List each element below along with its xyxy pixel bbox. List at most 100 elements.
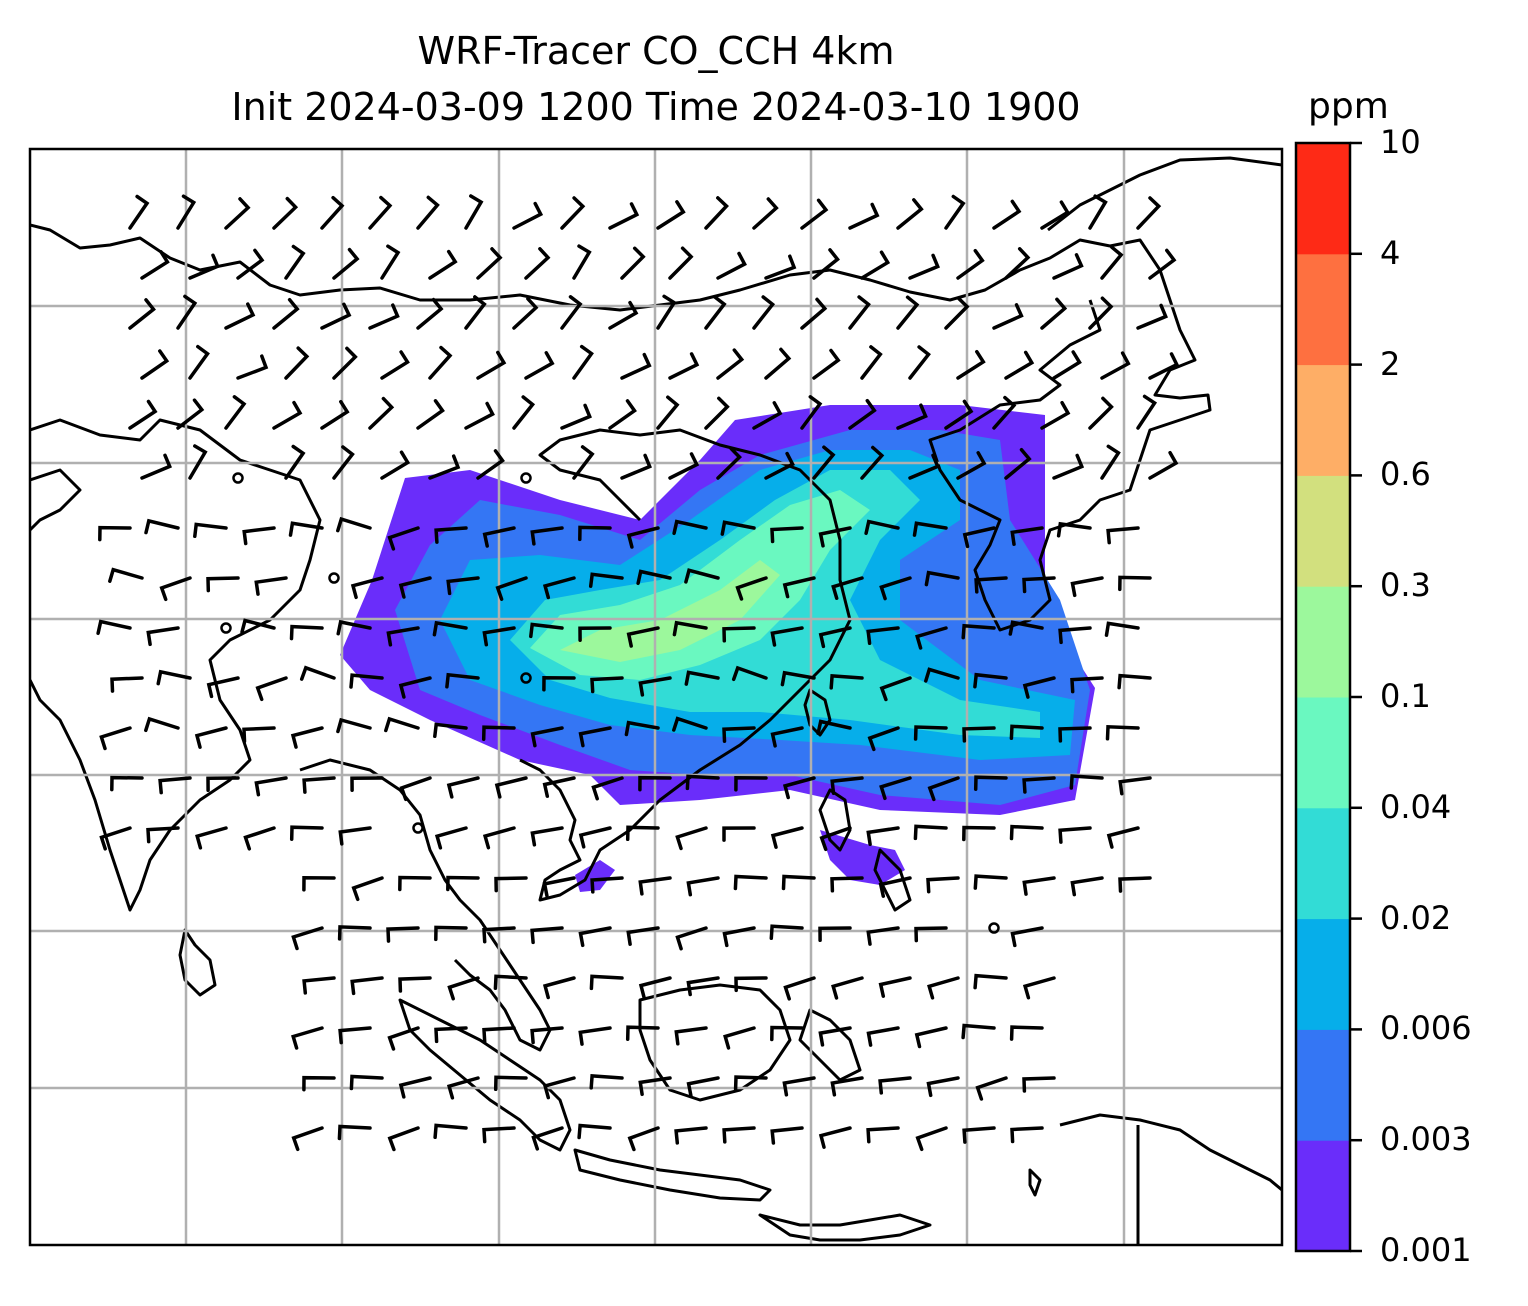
wind-barb [733,874,768,891]
wind-barb [560,403,592,430]
wind-barb [626,626,660,648]
wind-barbs [96,194,1180,1152]
wind-barb [927,776,960,802]
wind-barb [380,244,401,280]
wind-barb [764,254,797,280]
wind-barb [288,521,324,537]
wind-barb [685,774,720,791]
wind-barb [1009,824,1044,841]
wind-barb [578,525,612,542]
wind-barb [128,194,150,230]
wind-barb [626,926,660,946]
colorbar-tick-label: 0.003 [1380,1120,1472,1159]
wind-barb [913,725,948,741]
wind-barb [770,826,804,849]
wind-barb [818,926,852,943]
wind-barb [302,876,336,892]
wind-barb [224,395,247,430]
colorbar-segment [1296,1140,1350,1252]
wind-barb [530,826,564,847]
plume-level-1-south [820,830,905,885]
wind-barb [879,776,912,801]
wind-barb [428,345,453,380]
wind-barb [638,775,672,792]
wind-barb [704,396,730,430]
wind-barb [108,567,144,583]
wind-barb [973,973,1008,990]
wind-barb [866,626,900,646]
wind-barb [240,618,276,634]
wind-barb [962,1126,996,1144]
wind-barb [224,302,256,330]
wind-barb [96,619,132,636]
wind-barb [722,626,756,643]
wind-barb [675,826,708,851]
wind-barb [783,976,816,1001]
wind-barb [1117,673,1152,690]
wind-barb [735,576,768,601]
wind-barb [398,1076,432,1099]
wind-barb [494,776,528,799]
wind-barb [1022,676,1056,699]
wind-barb [866,1026,900,1047]
wind-barb [482,526,516,548]
wind-barb [337,1124,372,1141]
wind-barb [447,976,480,1001]
wind-barb [770,1126,804,1145]
wind-barb [572,344,594,380]
wind-barb [446,776,480,799]
wind-barb [860,445,885,480]
wind-barb [608,202,640,230]
wind-barb [512,297,539,330]
map-frame [28,147,1284,1247]
wind-barb [387,1026,420,1051]
calm-wind-circle [232,472,244,484]
wind-barb [926,1076,960,1098]
wind-barb [446,875,480,892]
wind-barb [578,726,612,748]
wind-barb [722,726,756,743]
wind-barb [349,1074,384,1091]
wind-barb [332,346,358,380]
wind-barb [973,775,1008,791]
wind-barb [620,246,646,280]
colorbar-tick-label: 0.6 [1380,455,1431,494]
wind-barb [195,826,228,850]
wind-barb [962,726,996,743]
wind-barb [956,451,987,480]
wind-barb [350,776,384,792]
wind-barb [734,976,768,993]
wind-barb [915,626,948,650]
wind-barb [1010,526,1044,546]
wind-barb [194,726,228,749]
wind-barb [291,926,324,951]
wind-barb [674,1126,708,1145]
wind-barb [800,395,823,430]
wind-barb [781,874,816,891]
wind-barb [338,826,372,846]
wind-barb [144,716,180,733]
wind-barb [159,576,192,602]
wind-barb [482,826,516,850]
wind-barb [464,295,487,330]
wind-barb [956,248,985,280]
colorbar-tick-label: 0.3 [1380,566,1431,605]
wind-barb [368,195,393,230]
calm-wind-circle [220,622,232,634]
wind-barb [416,297,444,330]
wind-barb [782,776,816,800]
calm-wind-circle [328,572,340,584]
wind-barb [332,247,360,280]
colorbar-segment [1296,697,1350,809]
wind-barb [578,1026,612,1046]
wind-barb [638,1076,672,1097]
colorbar-tick-label: 2 [1380,344,1401,383]
colorbar-tick-label: 0.04 [1380,787,1452,826]
wind-barb [336,619,372,636]
wind-barb [733,1075,768,1091]
wind-barb [140,250,170,280]
wind-barb [1040,200,1070,230]
wind-barb [1136,394,1158,430]
wind-barb [627,1126,660,1152]
